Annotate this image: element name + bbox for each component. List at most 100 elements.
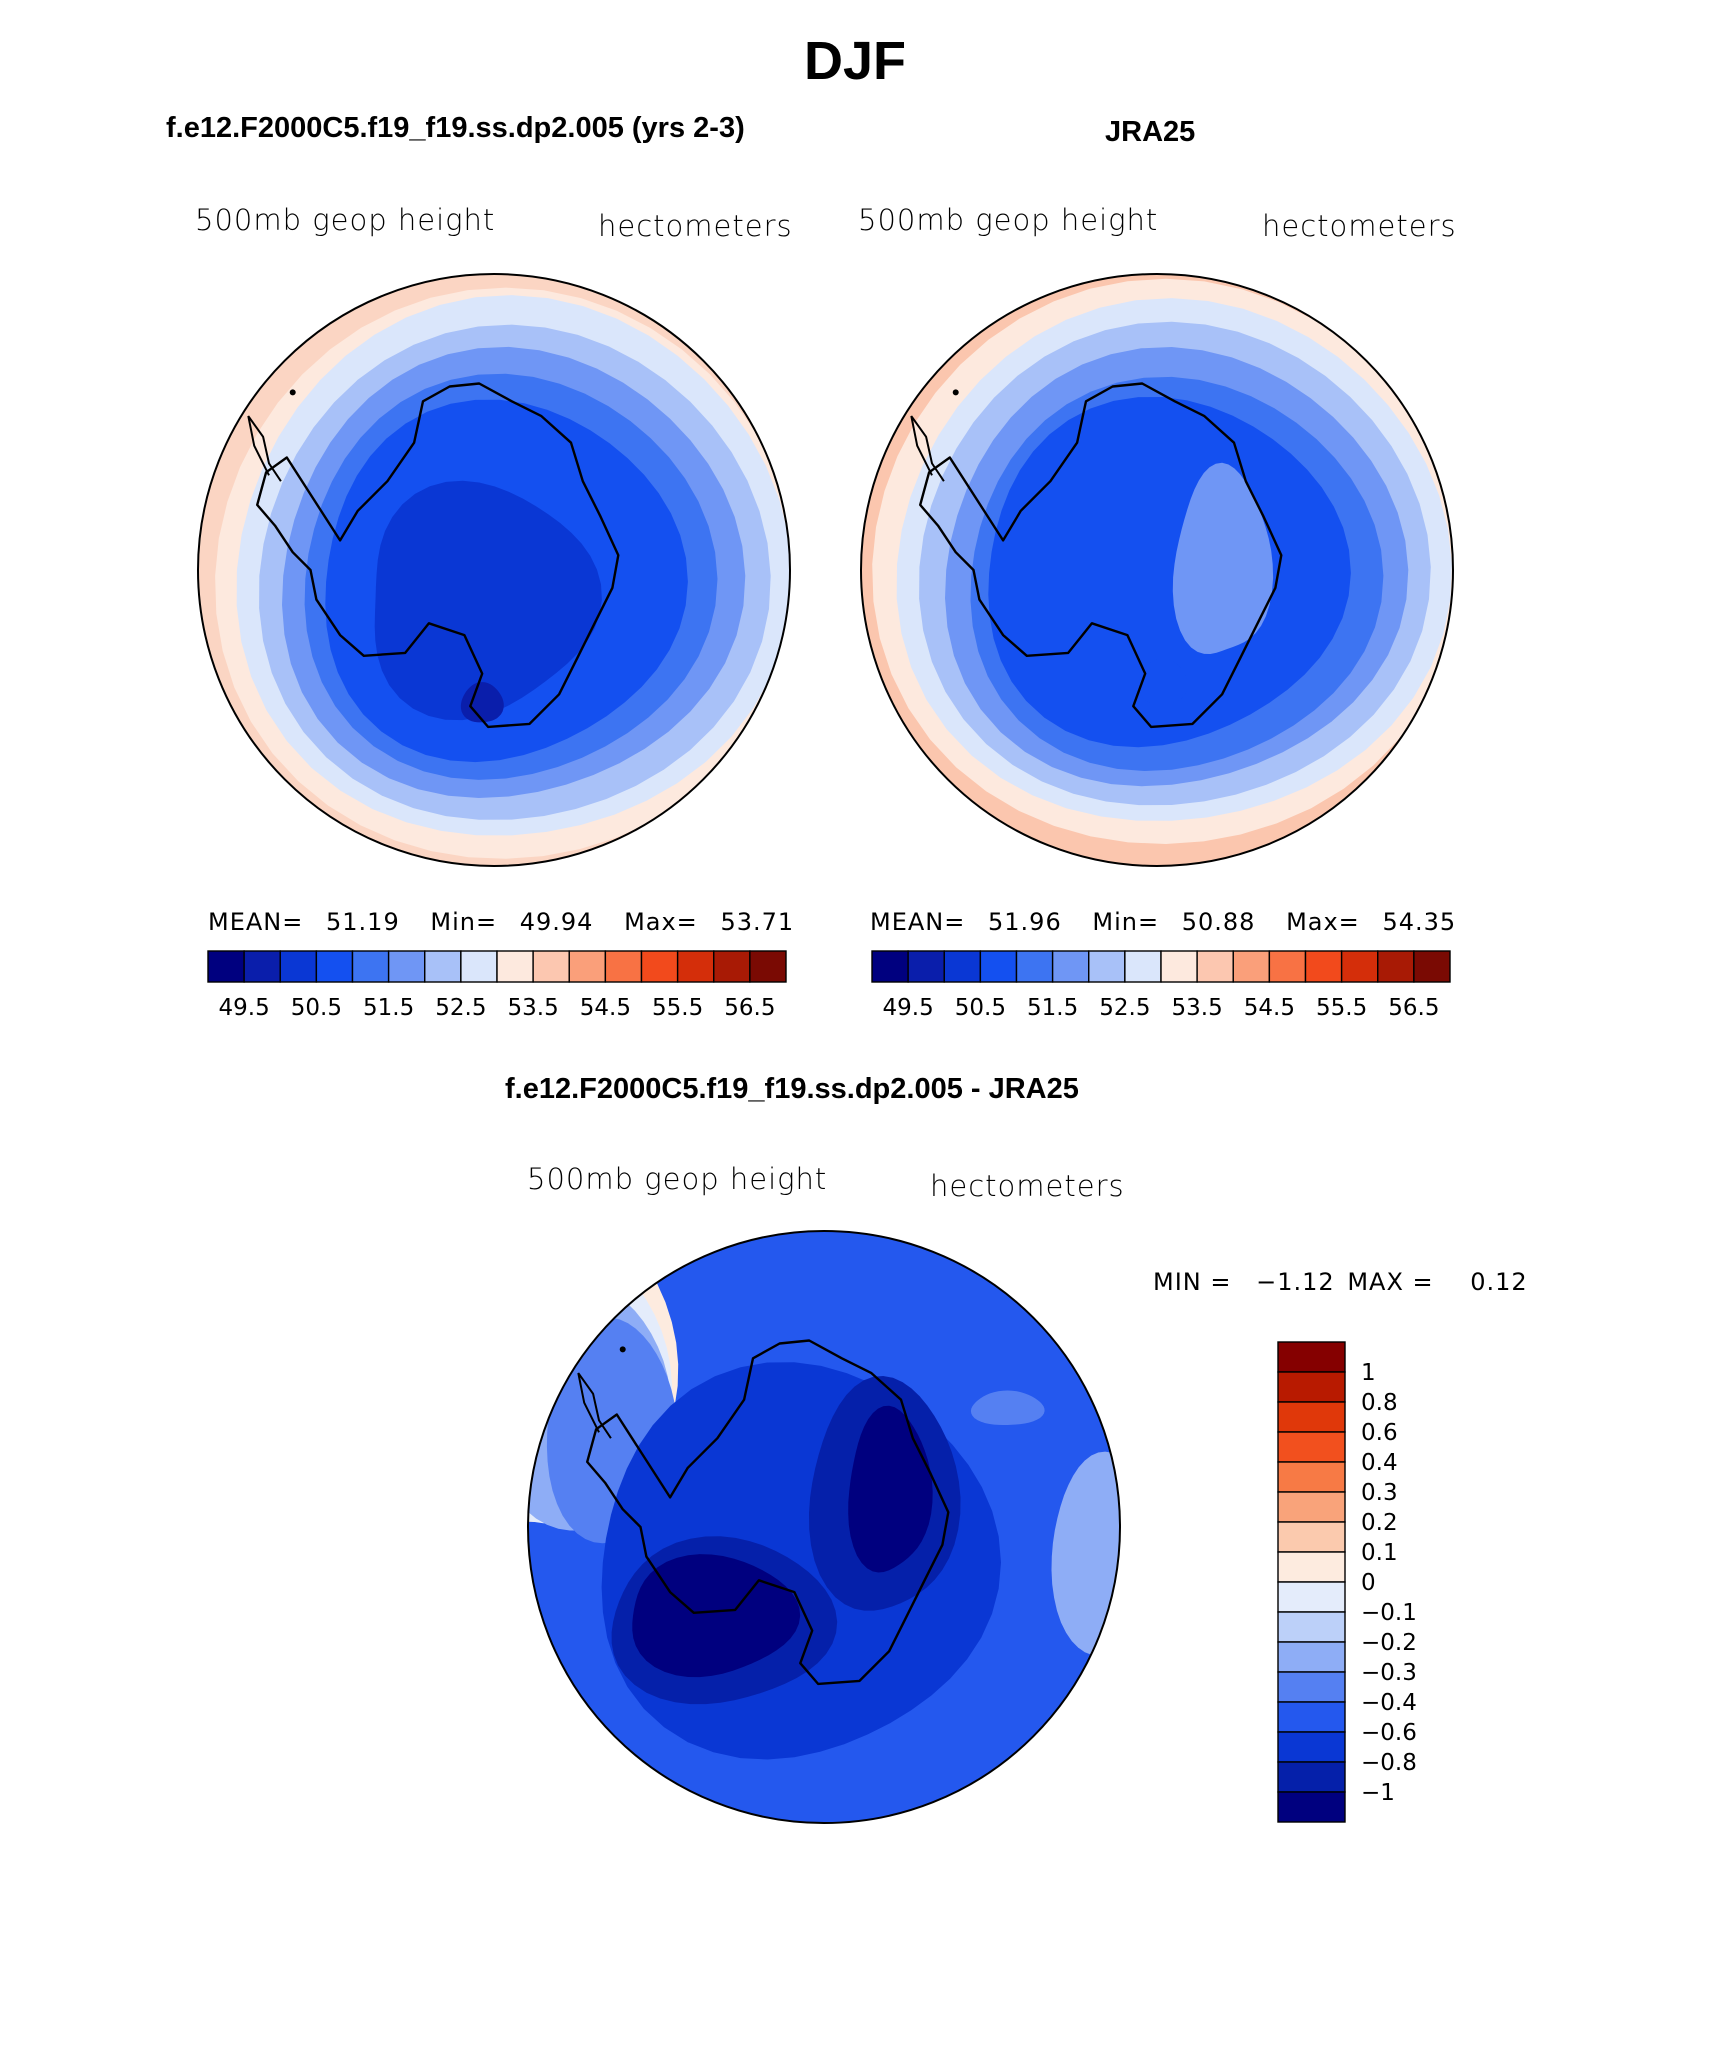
left-colorbar-box-6	[424, 950, 462, 983]
right-colorbar-box-3	[979, 950, 1018, 983]
diff-map-map-boundary	[527, 1230, 1121, 1824]
left-colorbar-tick-label-0: 49.5	[219, 995, 270, 1021]
diff-colorbar-tick-label-6: 0.1	[1361, 1540, 1398, 1566]
diff-colorbar-box-9	[1277, 1611, 1346, 1643]
left-colorbar-tick-label-3: 52.5	[435, 995, 486, 1021]
left-map-map-boundary	[197, 273, 791, 867]
right-map-peninsula-coastline	[910, 415, 945, 482]
left-colorbar-tick-label-6: 55.5	[652, 995, 703, 1021]
left-colorbar-box-0	[207, 950, 245, 983]
diff-max-label: MAX =	[1347, 1268, 1434, 1296]
right-colorbar-box-1	[907, 950, 945, 983]
left-panel-title: f.e12.F2000C5.f19_f19.ss.dp2.005 (yrs 2-…	[166, 112, 745, 144]
right-colorbar-box-10	[1232, 950, 1271, 983]
diff-colorbar-tick-label-9: −0.2	[1361, 1630, 1417, 1656]
right-colorbar-tick-label-1: 50.5	[955, 995, 1006, 1021]
left-colorbar-box-1	[243, 950, 281, 983]
diff-colorbar-tick-label-4: 0.3	[1361, 1480, 1398, 1506]
diff-panel-title: f.e12.F2000C5.f19_f19.ss.dp2.005 - JRA25	[505, 1073, 1079, 1105]
right-colorbar-box-6	[1088, 950, 1126, 983]
diff-colorbar-box-5	[1277, 1491, 1346, 1523]
left-colorbar-box-11	[604, 950, 643, 983]
left-min-label: Min=	[430, 908, 498, 936]
left-colorbar-box-2	[279, 950, 318, 983]
right-colorbar-box-5	[1051, 950, 1090, 983]
right-colorbar-tick-label-7: 56.5	[1388, 995, 1439, 1021]
left-stats: MEAN= 51.19 Min= 49.94 Max= 53.71	[208, 908, 794, 936]
diff-map-antarctica-coastline	[586, 1339, 950, 1686]
right-colorbar-box-12	[1304, 950, 1343, 983]
right-colorbar-box-0	[871, 950, 909, 983]
right-min-value: 50.88	[1181, 908, 1256, 936]
left-max-label: Max=	[624, 908, 698, 936]
left-colorbar-tick-label-2: 51.5	[363, 995, 414, 1021]
right-colorbar: 49.5 50.5 51.5 52.5 53.5 54.5 55.5 56.5	[871, 950, 1451, 1021]
diff-colorbar-box-13	[1277, 1731, 1346, 1763]
left-colorbar-box-5	[387, 950, 426, 983]
left-colorbar-box-14	[713, 950, 751, 983]
right-units-label: hectometers	[1262, 209, 1457, 243]
diff-colorbar: 1 0.8 0.6 0.4 0.3 0.2 0.1 0 −0.1 −0.2 −0.3 −0.4 −0.6…	[1277, 1341, 1417, 1823]
right-map-contour-band-7	[1138, 658, 1188, 705]
right-map-contour-band-6	[1172, 462, 1274, 654]
right-map-south-america-tip	[869, 453, 876, 462]
diff-colorbar-tick-label-3: 0.4	[1361, 1450, 1398, 1476]
right-colorbar-box-14	[1377, 950, 1415, 983]
left-colorbar-box-3	[315, 950, 354, 983]
left-units-label: hectometers	[598, 209, 793, 243]
right-panel-title: JRA25	[1105, 116, 1196, 148]
diff-colorbar-tick-label-8: −0.1	[1361, 1600, 1417, 1626]
left-colorbar: 49.5 50.5 51.5 52.5 53.5 54.5 55.5 56.5	[207, 950, 787, 1021]
diff-colorbar-tick-label-14: −1	[1361, 1780, 1395, 1806]
right-map-contour-band-5	[988, 397, 1351, 748]
right-max-label: Max=	[1286, 908, 1360, 936]
left-colorbar-box-4	[351, 950, 390, 983]
left-min-value: 49.94	[519, 908, 594, 936]
diff-colorbar-tick-label-5: 0.2	[1361, 1510, 1398, 1536]
diff-colorbar-box-6	[1277, 1521, 1346, 1553]
left-colorbar-tick-label-5: 54.5	[580, 995, 631, 1021]
right-colorbar-box-4	[1015, 950, 1054, 983]
diff-colorbar-box-0	[1277, 1341, 1346, 1373]
diff-colorbar-box-8	[1277, 1581, 1346, 1613]
diff-stats: MIN = −1.12 MAX = 0.12	[1153, 1268, 1528, 1296]
right-colorbar-tick-label-6: 55.5	[1316, 995, 1367, 1021]
diff-colorbar-tick-label-12: −0.6	[1361, 1720, 1417, 1746]
diff-colorbar-box-2	[1277, 1401, 1346, 1433]
left-colorbar-tick-label-7: 56.5	[724, 995, 775, 1021]
diff-units-label: hectometers	[930, 1169, 1125, 1203]
diff-colorbar-box-14	[1277, 1761, 1346, 1793]
diff-colorbar-tick-label-2: 0.6	[1361, 1420, 1398, 1446]
left-map-island	[289, 389, 296, 396]
diff-colorbar-box-3	[1277, 1431, 1346, 1463]
left-map	[197, 273, 791, 867]
diff-colorbar-tick-label-0: 1	[1361, 1360, 1376, 1386]
diff-min-value: −1.12	[1256, 1268, 1335, 1296]
diff-colorbar-tick-label-1: 0.8	[1361, 1390, 1398, 1416]
diff-map-contour-band-10	[848, 1405, 933, 1573]
left-colorbar-box-12	[640, 950, 679, 983]
diff-map-south-america-tip	[536, 1410, 543, 1419]
diff-colorbar-tick-label-10: −0.3	[1361, 1660, 1417, 1686]
right-max-value: 54.35	[1382, 908, 1457, 936]
right-colorbar-tick-label-4: 53.5	[1172, 995, 1223, 1021]
right-colorbar-tick-label-2: 51.5	[1027, 995, 1078, 1021]
left-map-peninsula-coastline	[247, 415, 282, 482]
diff-map-island	[619, 1346, 626, 1353]
left-colorbar-box-9	[532, 950, 570, 983]
diff-variable-label: 500mb geop height	[527, 1162, 828, 1196]
right-map	[860, 273, 1454, 867]
right-mean-label: MEAN=	[870, 908, 966, 936]
left-colorbar-box-15	[749, 950, 787, 983]
right-map-island	[952, 389, 959, 396]
left-colorbar-box-10	[568, 950, 607, 983]
diff-colorbar-tick-label-13: −0.8	[1361, 1750, 1417, 1776]
diff-colorbar-box-15	[1277, 1791, 1346, 1823]
diff-max-value: 0.12	[1470, 1268, 1528, 1296]
right-colorbar-box-8	[1160, 950, 1198, 983]
diff-map-contour-band-9	[632, 1554, 801, 1678]
diff-colorbar-box-12	[1277, 1701, 1346, 1733]
diff-colorbar-tick-label-11: −0.4	[1361, 1690, 1417, 1716]
right-variable-label: 500mb geop height	[858, 203, 1159, 237]
